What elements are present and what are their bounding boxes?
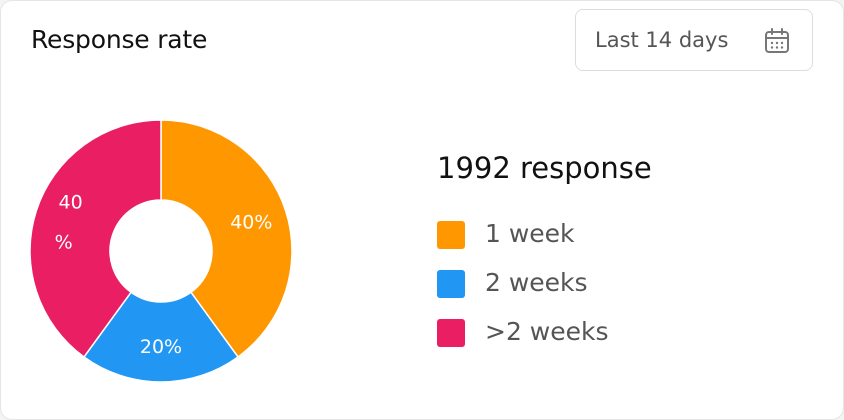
legend-swatch bbox=[437, 319, 465, 347]
legend-item-1-week: 1 week bbox=[437, 215, 737, 255]
legend-swatch bbox=[437, 270, 465, 298]
slice-label-2-weeks: 40% bbox=[55, 192, 83, 254]
legend-label: 2 weeks bbox=[485, 268, 588, 297]
legend-item-2-weeks: 2 weeks bbox=[437, 264, 737, 304]
calendar-icon bbox=[765, 28, 789, 53]
date-range-label: Last 14 days bbox=[595, 28, 729, 52]
legend-item-2-weeks: >2 weeks bbox=[437, 313, 737, 353]
slice-2-weeks bbox=[29, 119, 162, 359]
slice-1-week bbox=[160, 119, 293, 359]
slice-label-1-week: 40% bbox=[230, 212, 272, 234]
legend-swatch bbox=[437, 221, 465, 249]
legend-label: >2 weeks bbox=[485, 317, 609, 346]
total-responses: 1992 response bbox=[437, 151, 652, 185]
card-title: Response rate bbox=[31, 25, 208, 54]
legend-label: 1 week bbox=[485, 219, 575, 248]
date-range-button[interactable]: Last 14 days bbox=[575, 9, 813, 71]
slice-label-2-weeks: 20% bbox=[140, 336, 182, 358]
donut-chart: 40% 20% 40% bbox=[29, 119, 293, 383]
slice-2-weeks bbox=[82, 291, 240, 383]
